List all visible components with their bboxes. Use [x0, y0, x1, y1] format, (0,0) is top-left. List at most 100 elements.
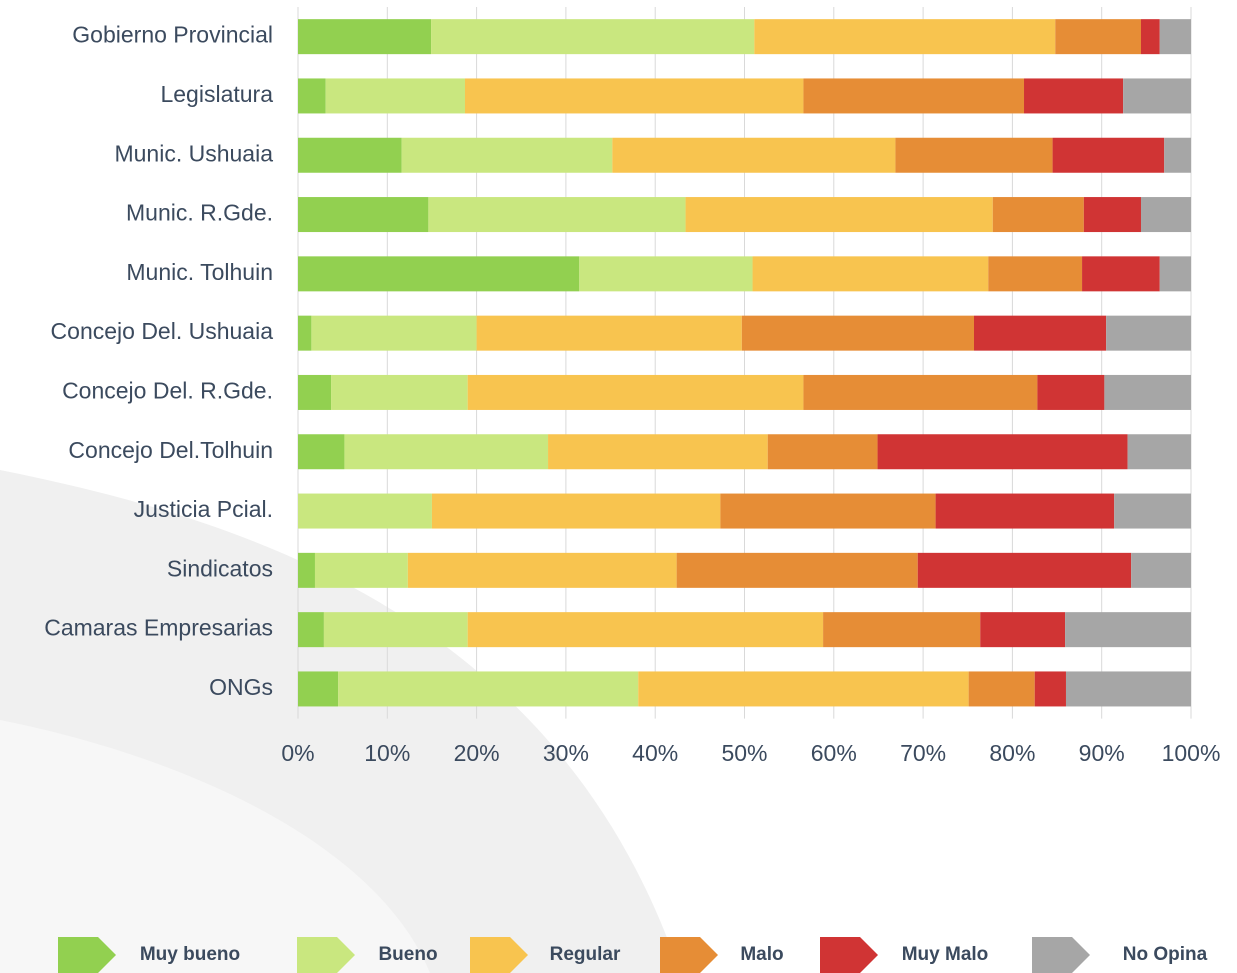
bar-segment — [344, 434, 549, 470]
bar-segment — [1065, 671, 1191, 707]
x-tick-label: 0% — [281, 740, 314, 766]
y-tick-label: Munic. R.Gde. — [126, 200, 273, 226]
x-tick-label: 100% — [1162, 740, 1221, 766]
bar-segment — [298, 78, 326, 114]
x-tick-label: 60% — [811, 740, 857, 766]
x-tick-label: 30% — [543, 740, 589, 766]
bar-segment — [467, 374, 804, 410]
bar-segment — [935, 493, 1115, 529]
legend-label: Muy bueno — [140, 944, 240, 965]
bar-segment — [298, 197, 429, 233]
bar-segment — [579, 256, 753, 292]
bar-segment — [877, 434, 1128, 470]
bar-segment — [968, 671, 1035, 707]
bar-segment — [752, 256, 989, 292]
x-tick-label: 10% — [364, 740, 410, 766]
bar-segment — [1082, 256, 1160, 292]
bar-segment — [431, 19, 755, 55]
legend-swatch — [58, 937, 116, 973]
bar-segment — [464, 78, 804, 114]
bar-segment — [720, 493, 936, 529]
bar-segment — [1052, 137, 1165, 173]
bar-segment — [428, 197, 686, 233]
y-tick-label: Legislatura — [160, 81, 273, 107]
bar-segment — [1055, 19, 1141, 55]
y-tick-label: Sindicatos — [167, 555, 273, 581]
bar-segment — [325, 78, 465, 114]
bar-segment — [298, 315, 312, 351]
legend-label: Bueno — [378, 944, 437, 965]
bar-segment — [1024, 78, 1124, 114]
x-tick-label: 50% — [721, 740, 767, 766]
bar-segment — [803, 78, 1025, 114]
bar-segment — [298, 256, 580, 292]
bar-segment — [1083, 197, 1141, 233]
bar-segment — [1034, 671, 1066, 707]
bar-segment — [767, 434, 878, 470]
legend-label: Malo — [740, 944, 783, 965]
bar-segment — [992, 197, 1084, 233]
bar-segment — [431, 493, 721, 529]
bar-segment — [1037, 374, 1105, 410]
bar-segment — [298, 137, 402, 173]
bar-segment — [401, 137, 613, 173]
bar-segment — [311, 315, 477, 351]
bar-segment — [1131, 552, 1191, 588]
y-tick-label: Concejo Del. Ushuaia — [51, 318, 274, 344]
legend-swatch — [1032, 937, 1090, 973]
bar-segment — [1065, 612, 1191, 648]
legend-swatch — [660, 937, 718, 973]
bar-segment — [1104, 374, 1191, 410]
bar-segment — [917, 552, 1132, 588]
bar-segment — [476, 315, 742, 351]
x-tick-label: 70% — [900, 740, 946, 766]
bar-segment — [754, 19, 1056, 55]
bar-segment — [1159, 256, 1191, 292]
y-tick-label: Justicia Pcial. — [134, 496, 273, 522]
y-tick-label: Concejo Del. R.Gde. — [62, 378, 273, 404]
y-tick-label: Munic. Tolhuin — [126, 259, 273, 285]
bar-segment — [638, 671, 969, 707]
bar-segment — [895, 137, 1053, 173]
x-tick-label: 80% — [989, 740, 1035, 766]
bar-segment — [298, 374, 332, 410]
bar-segment — [314, 552, 408, 588]
legend-swatch — [297, 937, 355, 973]
bar-segment — [974, 315, 1107, 351]
bar-segment — [1123, 78, 1191, 114]
bar-segment — [1140, 197, 1191, 233]
bar-segment — [1106, 315, 1191, 351]
bar-segment — [407, 552, 677, 588]
bar-segment — [1127, 434, 1191, 470]
bar-segment — [298, 19, 432, 55]
bar-segment — [1164, 137, 1191, 173]
bar-segment — [612, 137, 896, 173]
legend-swatch — [820, 937, 878, 973]
bar-segment — [1114, 493, 1191, 529]
bar-segment — [298, 612, 324, 648]
x-tick-label: 90% — [1079, 740, 1125, 766]
y-tick-label: Munic. Ushuaia — [114, 140, 273, 166]
y-tick-label: Gobierno Provincial — [72, 22, 273, 48]
bar-segment — [741, 315, 975, 351]
bar-segment — [331, 374, 468, 410]
bar-segment — [298, 434, 345, 470]
bar-segment — [338, 671, 639, 707]
x-tick-label: 40% — [632, 740, 678, 766]
legend-label: Muy Malo — [902, 944, 989, 965]
y-tick-label: Concejo Del.Tolhuin — [68, 437, 273, 463]
bar-segment — [1140, 19, 1160, 55]
bar-segment — [980, 612, 1066, 648]
bar-segment — [1159, 19, 1191, 55]
legend-swatch — [470, 937, 528, 973]
background-swoosh — [0, 720, 430, 973]
bar-segment — [298, 493, 432, 529]
legend-label: No Opina — [1123, 944, 1208, 965]
bar-segment — [823, 612, 981, 648]
bar-segment — [467, 612, 824, 648]
bar-segment — [676, 552, 918, 588]
y-tick-label: Camaras Empresarias — [44, 615, 273, 641]
y-tick-label: ONGs — [209, 674, 273, 700]
bar-segment — [298, 552, 315, 588]
